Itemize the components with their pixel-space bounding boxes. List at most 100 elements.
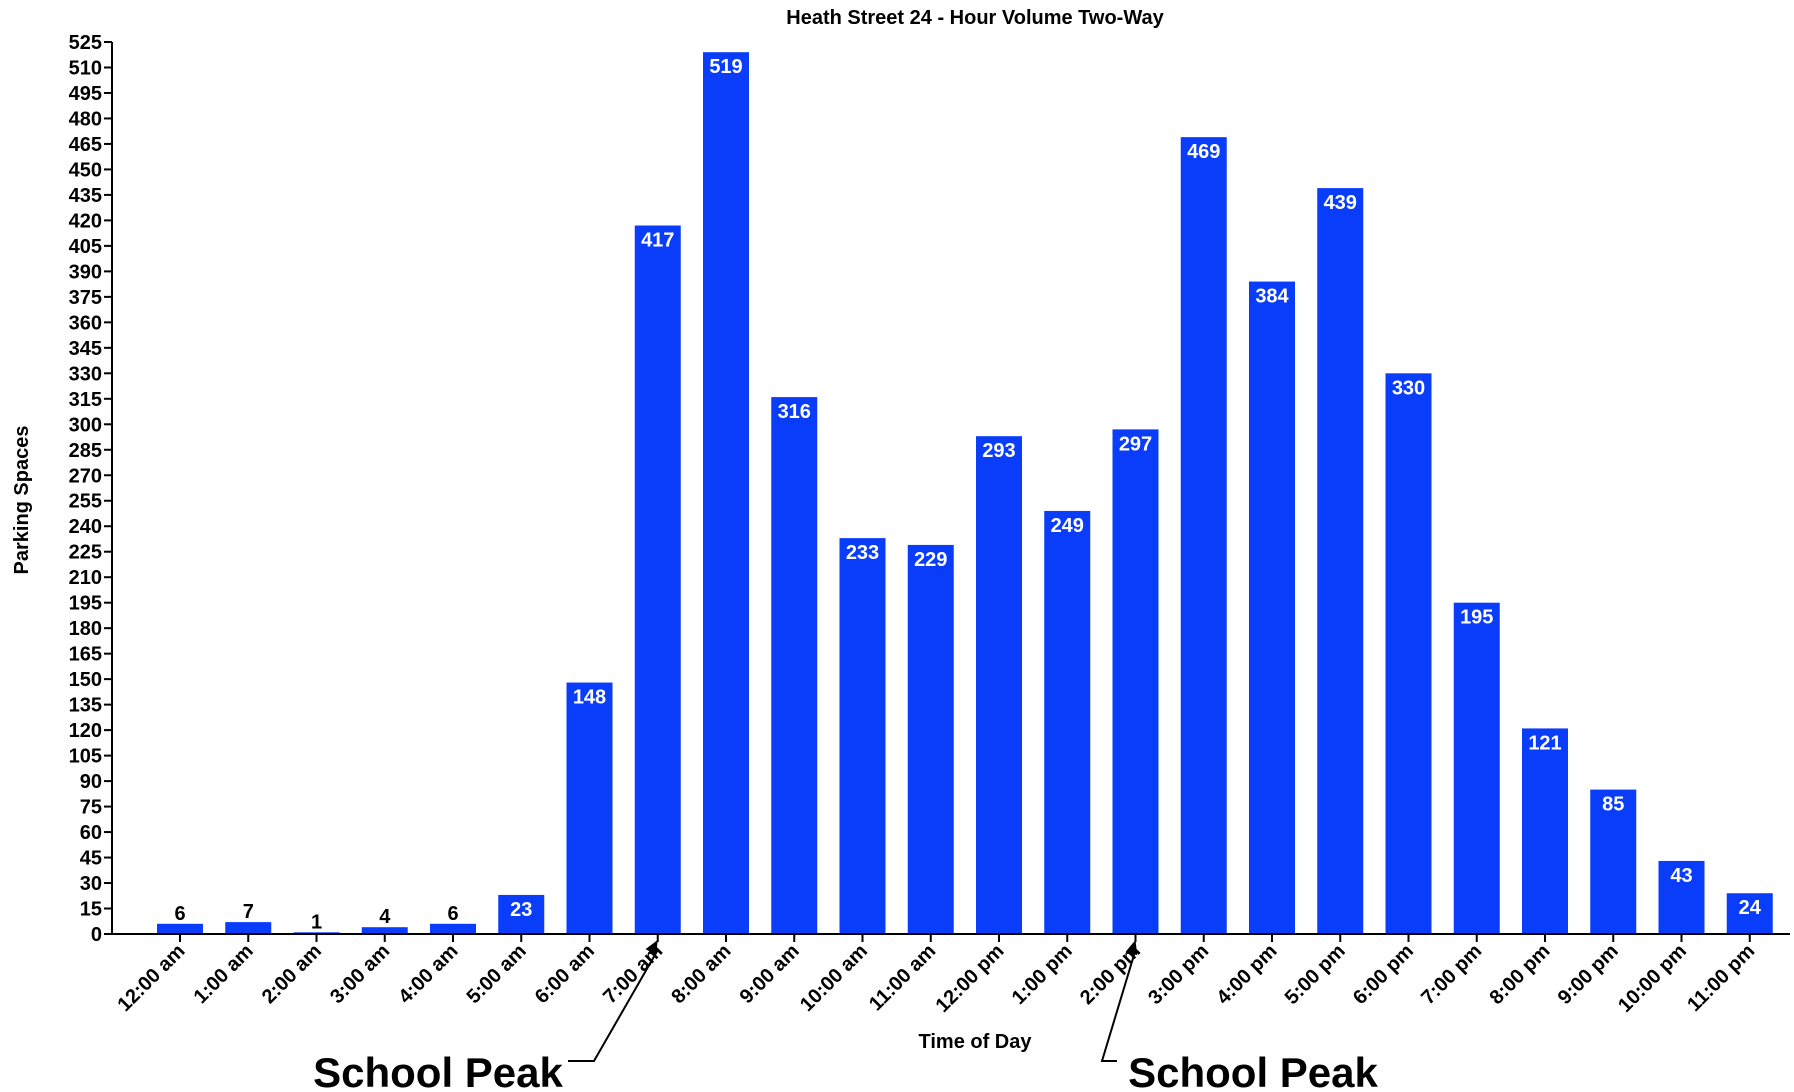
bar xyxy=(1522,728,1568,934)
bar xyxy=(1044,510,1091,934)
school-peak-annotation: School Peak xyxy=(313,1049,563,1092)
bar xyxy=(839,538,886,934)
y-tick-label: 165 xyxy=(69,644,102,666)
x-tick-label: 10:00 am xyxy=(796,940,872,1016)
y-tick-label: 435 xyxy=(69,185,102,207)
bar xyxy=(1453,602,1500,934)
y-axis-ticks: 0 15 30 45 60 75 90 105 120 135 150 165 180 195 210 225… xyxy=(69,32,112,946)
y-tick-label: 465 xyxy=(69,134,102,156)
y-tick-label: 225 xyxy=(69,542,102,564)
x-tick-label: 3:00 pm xyxy=(1144,940,1213,1009)
bar-value-label: 43 xyxy=(1670,865,1692,887)
x-tick-label: 2:00 am xyxy=(258,940,326,1008)
y-tick-label: 120 xyxy=(69,720,102,742)
y-tick-label: 255 xyxy=(69,491,102,513)
bar-value-label: 249 xyxy=(1051,515,1084,537)
bar-value-label: 469 xyxy=(1187,141,1220,163)
y-tick-label: 480 xyxy=(69,108,102,130)
x-axis-ticks: 12:00 am 1:00 am 2:00 am 3:00 am 4:00 am 5:00… xyxy=(113,934,1759,1017)
bar xyxy=(703,52,749,935)
y-tick-label: 315 xyxy=(69,389,102,411)
x-tick-label: 1:00 am xyxy=(190,940,258,1008)
y-tick-label: 345 xyxy=(69,338,102,360)
y-tick-label: 195 xyxy=(69,593,102,615)
y-tick-label: 510 xyxy=(69,57,102,79)
x-tick-label: 4:00 am xyxy=(394,940,462,1008)
annotations: School Peak School Peak xyxy=(313,940,1379,1092)
bar-value-label: 1 xyxy=(311,911,322,933)
bar xyxy=(157,923,203,934)
y-tick-label: 405 xyxy=(69,236,102,258)
y-tick-label: 180 xyxy=(69,618,102,640)
bar xyxy=(1112,429,1159,934)
annotation-arrowhead xyxy=(645,940,658,956)
bar xyxy=(634,225,681,935)
bar xyxy=(771,397,818,934)
y-tick-label: 90 xyxy=(80,771,102,793)
x-tick-label: 8:00 pm xyxy=(1486,940,1555,1009)
bar-data-labels: 6 7 1 4 6 23 148 417 519 316 233 229 293 249 297 469 384… xyxy=(174,56,1761,933)
bar-value-label: 316 xyxy=(778,401,811,423)
x-tick-label: 12:00 pm xyxy=(932,940,1009,1017)
bar-value-label: 121 xyxy=(1528,732,1561,754)
y-tick-label: 45 xyxy=(80,848,102,870)
bar xyxy=(566,682,613,934)
y-tick-label: 60 xyxy=(80,822,102,844)
bar-value-label: 519 xyxy=(709,56,742,78)
bar-series xyxy=(157,52,1773,935)
bar-value-label: 384 xyxy=(1255,286,1289,308)
x-tick-label: 1:00 pm xyxy=(1008,940,1077,1009)
x-tick-label: 12:00 am xyxy=(113,940,189,1016)
bar xyxy=(907,544,954,934)
bar-value-label: 7 xyxy=(243,901,254,923)
bar xyxy=(1726,893,1773,934)
x-tick-label: 11:00 am xyxy=(865,940,940,1015)
y-tick-label: 210 xyxy=(69,567,102,589)
x-tick-label: 4:00 pm xyxy=(1213,940,1282,1009)
x-tick-label: 5:00 pm xyxy=(1281,940,1350,1009)
bar xyxy=(1317,188,1364,934)
bar-value-label: 233 xyxy=(846,542,879,564)
y-tick-label: 15 xyxy=(80,899,102,921)
y-tick-label: 135 xyxy=(69,695,102,717)
bar xyxy=(1590,789,1637,934)
bar xyxy=(1249,281,1295,935)
y-tick-label: 420 xyxy=(69,210,102,232)
x-tick-label: 11:00 pm xyxy=(1683,940,1759,1016)
chart-title: Heath Street 24 - Hour Volume Two-Way xyxy=(786,7,1164,29)
bar-value-label: 297 xyxy=(1119,433,1152,455)
y-tick-label: 75 xyxy=(80,797,102,819)
bar-value-label: 417 xyxy=(641,229,674,251)
x-tick-label: 7:00 pm xyxy=(1417,940,1486,1009)
bar-value-label: 4 xyxy=(379,906,391,928)
bar xyxy=(225,922,272,934)
x-axis-title: Time of Day xyxy=(919,1031,1033,1053)
bar-value-label: 23 xyxy=(510,899,532,921)
bar-value-label: 6 xyxy=(174,903,185,925)
y-tick-label: 285 xyxy=(69,440,102,462)
bar xyxy=(1180,137,1227,934)
x-tick-label: 9:00 am xyxy=(736,940,804,1008)
y-axis-title: Parking Spaces xyxy=(11,426,33,575)
y-tick-label: 150 xyxy=(69,669,102,691)
y-tick-label: 525 xyxy=(69,32,102,54)
bar xyxy=(1658,860,1705,934)
y-tick-label: 450 xyxy=(69,159,102,181)
bar-value-label: 439 xyxy=(1324,192,1357,214)
y-tick-label: 300 xyxy=(69,414,102,436)
y-tick-label: 330 xyxy=(69,363,102,385)
y-tick-label: 375 xyxy=(69,287,102,309)
bar-value-label: 330 xyxy=(1392,377,1425,399)
bar-value-label: 195 xyxy=(1460,607,1493,629)
x-tick-label: 8:00 am xyxy=(667,940,735,1008)
x-tick-label: 9:00 pm xyxy=(1554,940,1623,1009)
bar-value-label: 148 xyxy=(573,687,606,709)
bar xyxy=(1385,373,1432,934)
bar-value-label: 24 xyxy=(1739,897,1762,919)
annotation-arrow-line xyxy=(568,949,659,1062)
y-tick-label: 240 xyxy=(69,516,102,538)
bar-value-label: 229 xyxy=(914,549,947,571)
y-tick-label: 360 xyxy=(69,312,102,334)
y-tick-label: 390 xyxy=(69,261,102,283)
